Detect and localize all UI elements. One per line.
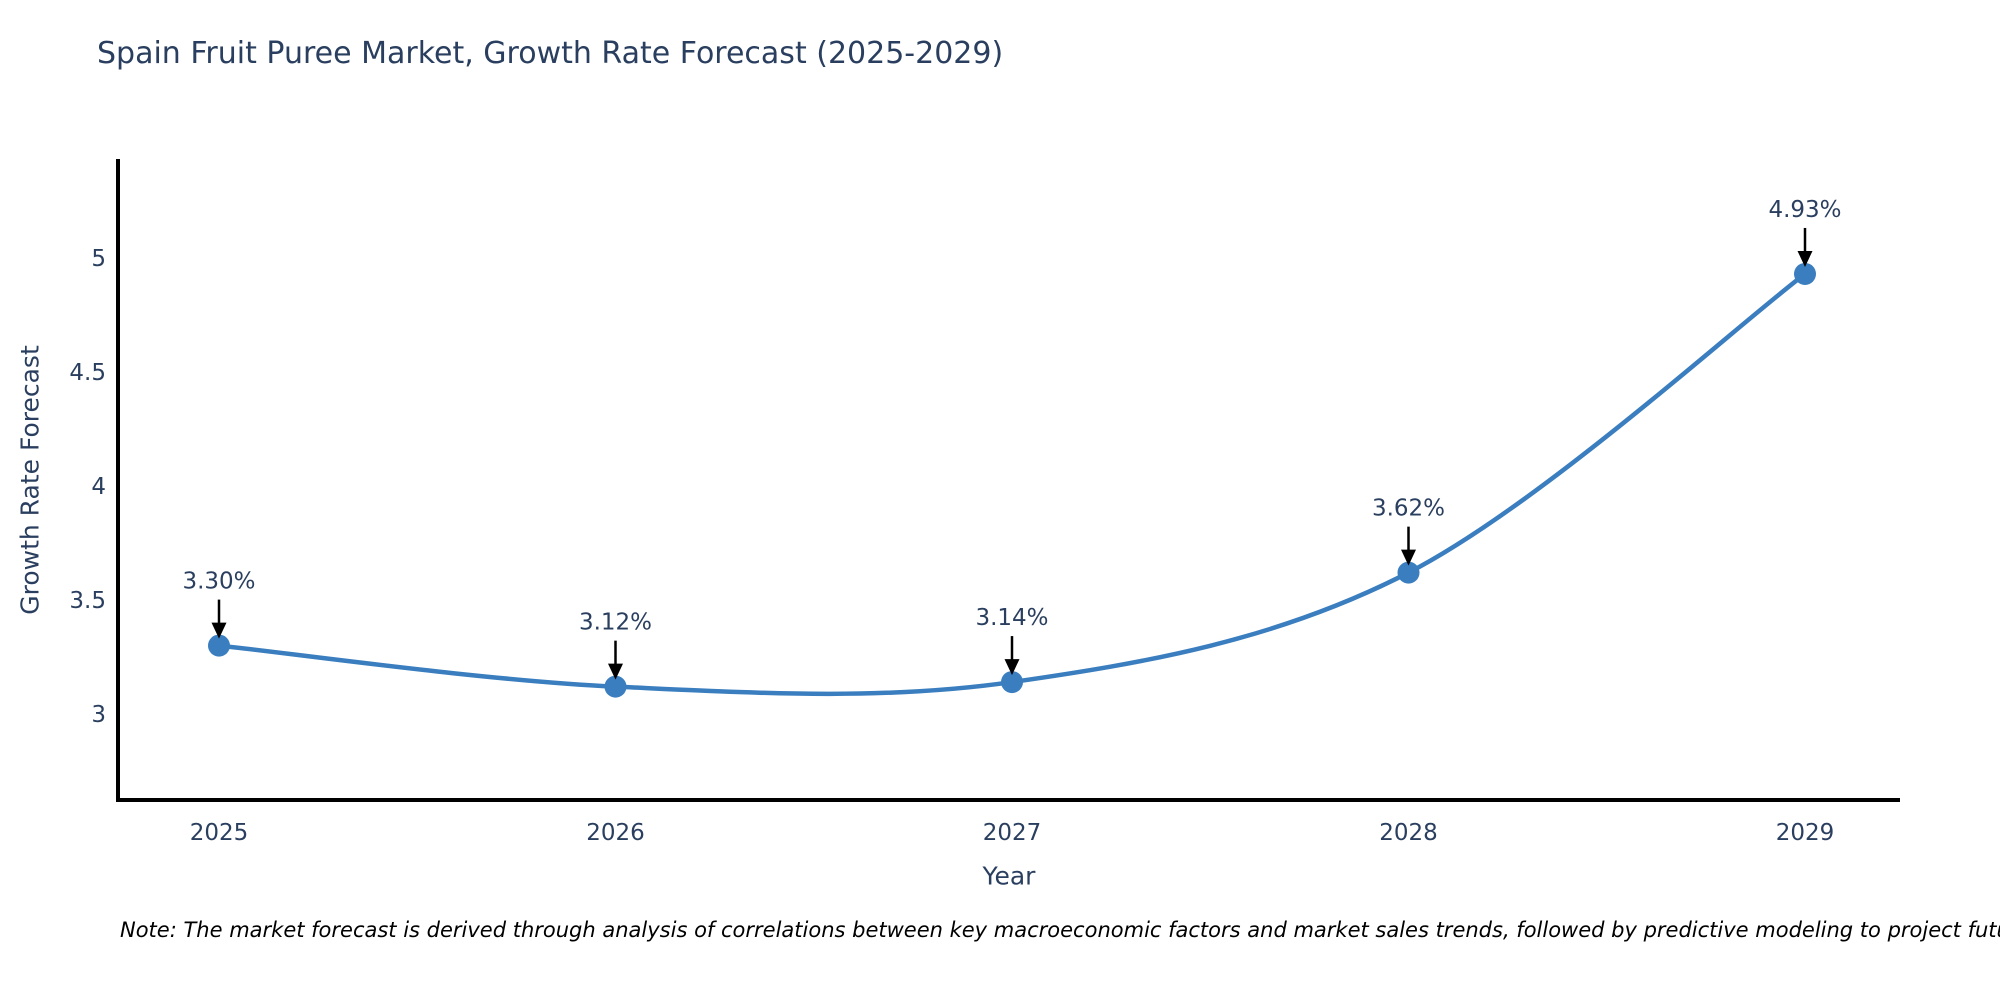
annotation-arrowhead-icon [1401, 549, 1416, 566]
y-tick-label: 3.5 [69, 588, 106, 614]
forecast-line [216, 271, 1808, 697]
annotation-arrowhead-icon [1797, 250, 1813, 267]
x-tick-label: 2027 [983, 820, 1042, 846]
data-point-label: 3.62% [1372, 496, 1445, 522]
x-axis-title: Year [982, 861, 1036, 891]
y-tick-label: 4 [91, 474, 106, 500]
data-point-marker [1397, 561, 1420, 584]
data-point-marker [1794, 262, 1816, 285]
y-tick-label: 4.5 [69, 360, 106, 386]
data-point-marker [208, 634, 230, 657]
x-tick-label: 2029 [1776, 820, 1835, 846]
chart-title: Spain Fruit Puree Market, Growth Rate Fo… [97, 36, 1004, 71]
y-tick-label: 3 [91, 702, 106, 728]
y-tick-label: 5 [91, 246, 106, 272]
axis-lines [116, 159, 1900, 802]
data-point-label: 4.93% [1768, 197, 1841, 223]
data-point-label: 3.30% [182, 569, 255, 595]
data-point-marker [1001, 671, 1023, 694]
data-point-label: 3.14% [975, 605, 1048, 631]
annotation-arrowhead-icon [1004, 659, 1020, 676]
data-point-marker [604, 675, 627, 698]
x-tick-label: 2026 [586, 820, 645, 846]
x-tick-label: 2028 [1379, 820, 1438, 846]
x-tick-label: 2025 [190, 820, 249, 846]
annotation-arrowhead-icon [211, 622, 227, 639]
annotation-arrowhead-icon [608, 663, 623, 680]
data-point-label: 3.12% [579, 610, 652, 636]
footnote: Note: The market forecast is derived thr… [120, 918, 2000, 942]
